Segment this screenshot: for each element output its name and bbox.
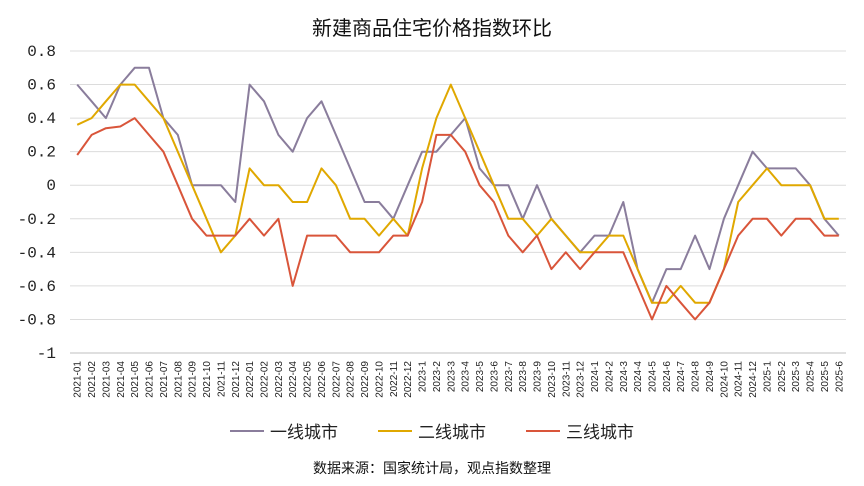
legend-label-tier3: 三线城市 (566, 423, 634, 443)
x-tick-label: 2023-4 (461, 361, 472, 393)
x-tick-label: 2023-7 (504, 361, 515, 393)
x-tick-label: 2022-11 (389, 361, 400, 397)
gridlines (70, 50, 846, 354)
legend-label-tier2: 二线城市 (418, 423, 486, 443)
legend-swatch-tier2 (378, 429, 412, 432)
x-tick-label: 2024-9 (705, 361, 716, 393)
x-axis-ticks: 2021-01 2021-02 2021-03 2021-04 2021-05 2021-… (73, 361, 846, 398)
x-tick-label: 2021-08 (173, 361, 184, 398)
x-tick-label: 2022-01 (245, 361, 256, 398)
x-tick-label: 2022-09 (360, 361, 371, 398)
y-tick-label: -0.8 (18, 311, 56, 329)
x-tick-label: 2021-02 (87, 361, 98, 398)
x-tick-label: 2023-5 (475, 361, 486, 393)
x-tick-label: 2024-1 (590, 361, 601, 393)
y-tick-label: -1 (37, 345, 56, 363)
x-tick-label: 2024-8 (691, 361, 702, 393)
x-tick-label: 2021-01 (73, 361, 84, 398)
x-tick-label: 2023-6 (489, 361, 500, 393)
x-tick-label: 2023-10 (547, 361, 558, 398)
series-line-1 (76, 66, 840, 304)
x-tick-label: 2021-04 (116, 361, 127, 398)
x-tick-label: 2024-7 (676, 361, 687, 393)
x-tick-label: 2024-11 (734, 361, 745, 397)
x-tick-label: 2021-07 (159, 361, 170, 398)
legend-item-tier2: 二线城市 (378, 418, 486, 443)
x-tick-label: 2022-03 (274, 361, 285, 398)
series-lines (76, 66, 840, 321)
y-tick-label: -0.2 (18, 211, 56, 229)
x-tick-label: 2022-02 (260, 361, 271, 398)
y-tick-label: 0.6 (27, 77, 56, 95)
x-tick-label: 2021-11 (216, 361, 227, 397)
x-tick-label: 2021-12 (231, 361, 242, 398)
legend-item-tier1: 一线城市 (230, 418, 338, 443)
legend-label-tier1: 一线城市 (270, 423, 338, 443)
x-tick-label: 2024-10 (719, 361, 730, 398)
x-tick-label: 2022-06 (317, 361, 328, 398)
y-tick-label: 0 (46, 177, 56, 195)
x-tick-label: 2023-1 (418, 361, 429, 393)
x-tick-label: 2023-3 (446, 361, 457, 393)
y-tick-label: -0.4 (18, 244, 56, 262)
y-tick-label: 0.8 (27, 43, 56, 61)
chart-title: 新建商品住宅价格指数环比 (312, 16, 552, 40)
legend: 一线城市 二线城市 三线城市 (0, 418, 864, 443)
x-tick-label: 2025-2 (777, 361, 788, 393)
x-tick-label: 2022-10 (374, 361, 385, 398)
x-tick-label: 2022-04 (288, 361, 299, 398)
x-tick-label: 2022-07 (331, 361, 342, 398)
x-tick-label: 2025-5 (820, 361, 831, 393)
x-tick-label: 2025-3 (791, 361, 802, 393)
x-tick-label: 2024-4 (633, 361, 644, 393)
x-tick-label: 2022-12 (403, 361, 414, 398)
legend-item-tier3: 三线城市 (526, 418, 634, 443)
x-tick-label: 2021-10 (202, 361, 213, 398)
legend-swatch-tier3 (526, 429, 560, 432)
y-tick-label: 0.4 (27, 110, 56, 128)
y-tick-label: -0.6 (18, 278, 56, 296)
x-tick-label: 2022-05 (303, 361, 314, 398)
x-tick-label: 2022-08 (346, 361, 357, 398)
legend-swatch-tier1 (230, 429, 264, 432)
data-source-note: 数据来源：国家统计局，观点指数整理 (313, 461, 551, 477)
x-tick-label: 2025-1 (762, 361, 773, 393)
x-tick-label: 2021-06 (145, 361, 156, 398)
x-tick-label: 2024-5 (648, 361, 659, 393)
x-tick-label: 2024-2 (604, 361, 615, 393)
x-tick-label: 2025-4 (806, 361, 817, 393)
x-tick-label: 2023-12 (576, 361, 587, 398)
x-tick-label: 2023-8 (518, 361, 529, 393)
x-tick-label: 2021-09 (188, 361, 199, 398)
x-tick-label: 2024-3 (619, 361, 630, 393)
y-tick-label: 0.2 (27, 144, 56, 162)
x-tick-label: 2023-2 (432, 361, 443, 393)
x-tick-label: 2025-6 (834, 361, 845, 393)
x-tick-label: 2024-6 (662, 361, 673, 393)
series-line-3 (76, 117, 839, 321)
x-tick-label: 2023-11 (561, 361, 572, 397)
x-tick-label: 2023-9 (533, 361, 544, 393)
y-axis-ticks: 0.8 0.6 0.4 0.2 0 -0.2 -0.4 -0.6 -0.8 -1 (18, 43, 56, 363)
x-tick-label: 2021-03 (101, 361, 112, 398)
x-tick-label: 2021-05 (130, 361, 141, 398)
x-tick-label: 2024-12 (748, 361, 759, 398)
